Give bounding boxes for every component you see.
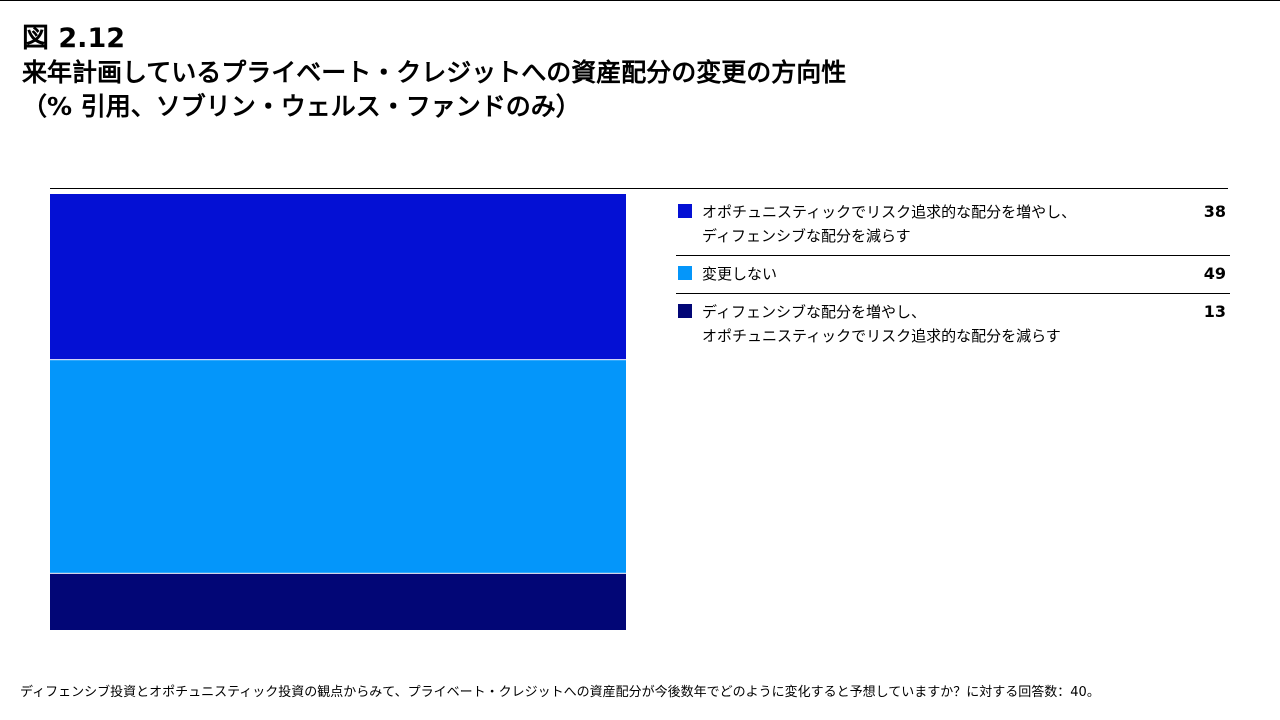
- data-label-no-change: 49: [1203, 264, 1226, 283]
- legend-item-no-change: 変更しない 49: [676, 256, 1230, 294]
- bar-segment-separator: [50, 572, 626, 574]
- stacked-bar-chart: [50, 194, 626, 630]
- data-label-increase-defensive: 13: [1203, 302, 1226, 321]
- bar-segment-no-change: [50, 359, 626, 574]
- bar-segment-separator: [50, 359, 626, 361]
- legend-label-no-change: 変更しない: [702, 262, 1142, 286]
- top-rule: [0, 0, 1280, 1]
- bar-segment-increase-defensive: [50, 573, 626, 630]
- footnote: ディフェンシブ投資とオポチュニスティック投資の観点からみて、プライベート・クレジ…: [20, 685, 1100, 700]
- data-label-increase-opportunistic: 38: [1203, 202, 1226, 221]
- legend-label-increase-defensive: ディフェンシブな配分を増やし、 オポチュニスティックでリスク追求的な配分を減らす: [702, 300, 1142, 348]
- legend-swatch-increase-defensive: [678, 304, 692, 318]
- legend-item-increase-opportunistic: オポチュニスティックでリスク追求的な配分を増やし、 ディフェンシブな配分を減らす…: [676, 194, 1230, 256]
- legend-label-line: ディフェンシブな配分を減らす: [702, 227, 911, 245]
- legend-label-line: オポチュニスティックでリスク追求的な配分を増やし、: [702, 203, 1077, 221]
- bar-segment-increase-opportunistic: [50, 194, 626, 360]
- legend-item-increase-defensive: ディフェンシブな配分を増やし、 オポチュニスティックでリスク追求的な配分を減らす…: [676, 294, 1230, 355]
- legend-label-line: 変更しない: [702, 265, 778, 283]
- chart-top-rule: [50, 188, 1228, 189]
- legend-label-increase-opportunistic: オポチュニスティックでリスク追求的な配分を増やし、 ディフェンシブな配分を減らす: [702, 200, 1142, 248]
- chart-subtitle: （% 引用、ソブリン・ウェルス・ファンドのみ）: [22, 92, 581, 121]
- chart-legend: オポチュニスティックでリスク追求的な配分を増やし、 ディフェンシブな配分を減らす…: [676, 194, 1230, 355]
- legend-label-line: オポチュニスティックでリスク追求的な配分を減らす: [702, 327, 1061, 345]
- chart-title: 来年計画しているプライベート・クレジットへの資産配分の変更の方向性: [22, 58, 847, 87]
- chart-header: 図 2.12 来年計画しているプライベート・クレジットへの資産配分の変更の方向性…: [22, 22, 846, 124]
- legend-swatch-increase-opportunistic: [678, 204, 692, 218]
- legend-label-line: ディフェンシブな配分を増やし、: [702, 303, 926, 321]
- figure-label: 図 2.12: [22, 23, 126, 54]
- legend-swatch-no-change: [678, 266, 692, 280]
